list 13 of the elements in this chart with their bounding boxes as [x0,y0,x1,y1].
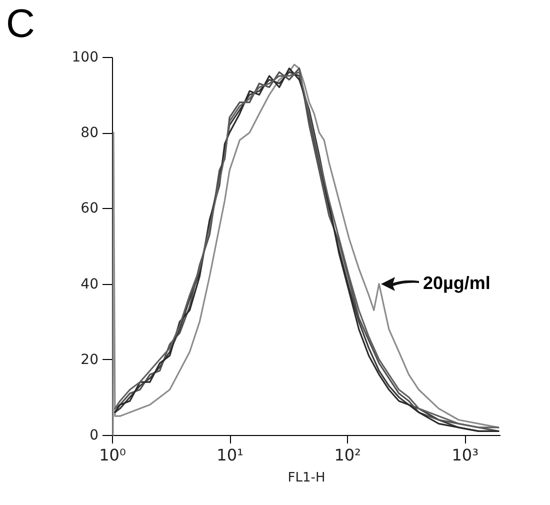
y-tick-label: 0 [90,428,98,444]
x-axis-title: FL1-H [288,470,326,486]
x-tick-label: 10¹ [216,446,244,464]
x-tick-label: 10³ [452,446,479,464]
y-tick-label: 80 [80,125,98,142]
y-tick-label: 100 [72,50,98,66]
text: C [6,2,35,47]
y-tick-label: 40 [80,276,98,292]
y-tick-label: 60 [80,200,98,217]
x-tick-label: 10⁰ [99,446,126,464]
annotation: 20µg/ml [423,272,490,293]
x-tick-label: 10² [334,446,361,464]
y-tick-label: 20 [80,352,98,368]
